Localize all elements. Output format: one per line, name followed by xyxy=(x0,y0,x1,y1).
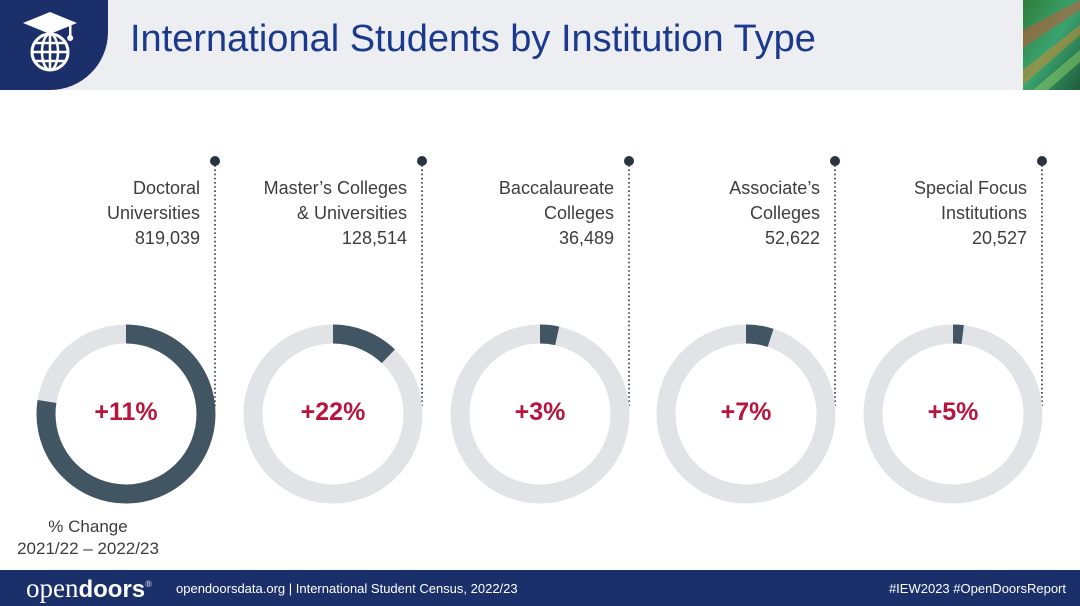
institution-label: Associate’s Colleges 52,622 xyxy=(620,176,820,251)
brand-bold: doors xyxy=(78,576,146,603)
institution-name-line: Doctoral xyxy=(132,178,200,198)
percent-change-value: +11% xyxy=(94,398,158,426)
institution-name-line: Colleges xyxy=(543,203,614,223)
institution-label: Baccalaureate Colleges 36,489 xyxy=(414,176,614,251)
institution-name-line: Universities xyxy=(106,203,200,223)
decorative-corner-image xyxy=(1023,0,1080,90)
student-count: 20,527 xyxy=(971,228,1027,248)
logo-block xyxy=(0,0,108,90)
hashtags-text: #IEW2023 #OpenDoorsReport xyxy=(888,581,1066,596)
institution-name-line: Master’s Colleges xyxy=(263,178,407,198)
leader-dot xyxy=(624,156,634,166)
percent-change-value: +7% xyxy=(720,398,772,426)
percent-change-caption-line: % Change xyxy=(48,517,128,536)
percent-change-value: +22% xyxy=(300,398,366,426)
institution-name-line: Colleges xyxy=(749,203,820,223)
institution-name-line: Special Focus xyxy=(913,178,1027,198)
leader-dot xyxy=(210,156,220,166)
donut-share-arc xyxy=(656,324,836,504)
institution-name-line: Baccalaureate xyxy=(498,178,614,198)
student-count: 819,039 xyxy=(134,228,200,248)
donut-chart xyxy=(36,156,1047,504)
student-count: 36,489 xyxy=(558,228,614,248)
donut-share-arc xyxy=(450,324,630,504)
percent-change-value: +5% xyxy=(927,398,979,426)
institution-name-line: & Universities xyxy=(296,203,407,223)
leader-dot xyxy=(1037,156,1047,166)
percent-change-period: 2021/22 – 2022/23 xyxy=(17,539,159,558)
donut-share-arc xyxy=(36,324,216,504)
donut-share-arc xyxy=(863,324,1043,504)
header-banner: International Students by Institution Ty… xyxy=(0,0,1080,90)
graduation-globe-icon xyxy=(23,12,77,72)
source-text: opendoorsdata.org | International Studen… xyxy=(176,581,518,596)
institution-label: Special Focus Institutions 20,527 xyxy=(827,176,1027,251)
percent-change-caption: % Change 2021/22 – 2022/23 xyxy=(0,516,176,560)
leader-dot xyxy=(830,156,840,166)
page-title: International Students by Institution Ty… xyxy=(130,18,816,60)
institution-label: Master’s Colleges & Universities 128,514 xyxy=(207,176,407,251)
institution-label: Doctoral Universities 819,039 xyxy=(0,176,200,251)
donut-share-arc xyxy=(243,324,423,504)
leader-dot xyxy=(417,156,427,166)
brand-mark: ® xyxy=(145,579,152,589)
institution-name-line: Associate’s xyxy=(729,178,820,198)
percent-change-value: +3% xyxy=(514,398,566,426)
footer-bar: opendoors® opendoorsdata.org | Internati… xyxy=(0,570,1080,606)
brand-regular: open xyxy=(26,573,79,603)
student-count: 52,622 xyxy=(764,228,820,248)
opendoors-logo: opendoors® xyxy=(26,573,152,604)
student-count: 128,514 xyxy=(341,228,407,248)
institution-name-line: Institutions xyxy=(940,203,1027,223)
